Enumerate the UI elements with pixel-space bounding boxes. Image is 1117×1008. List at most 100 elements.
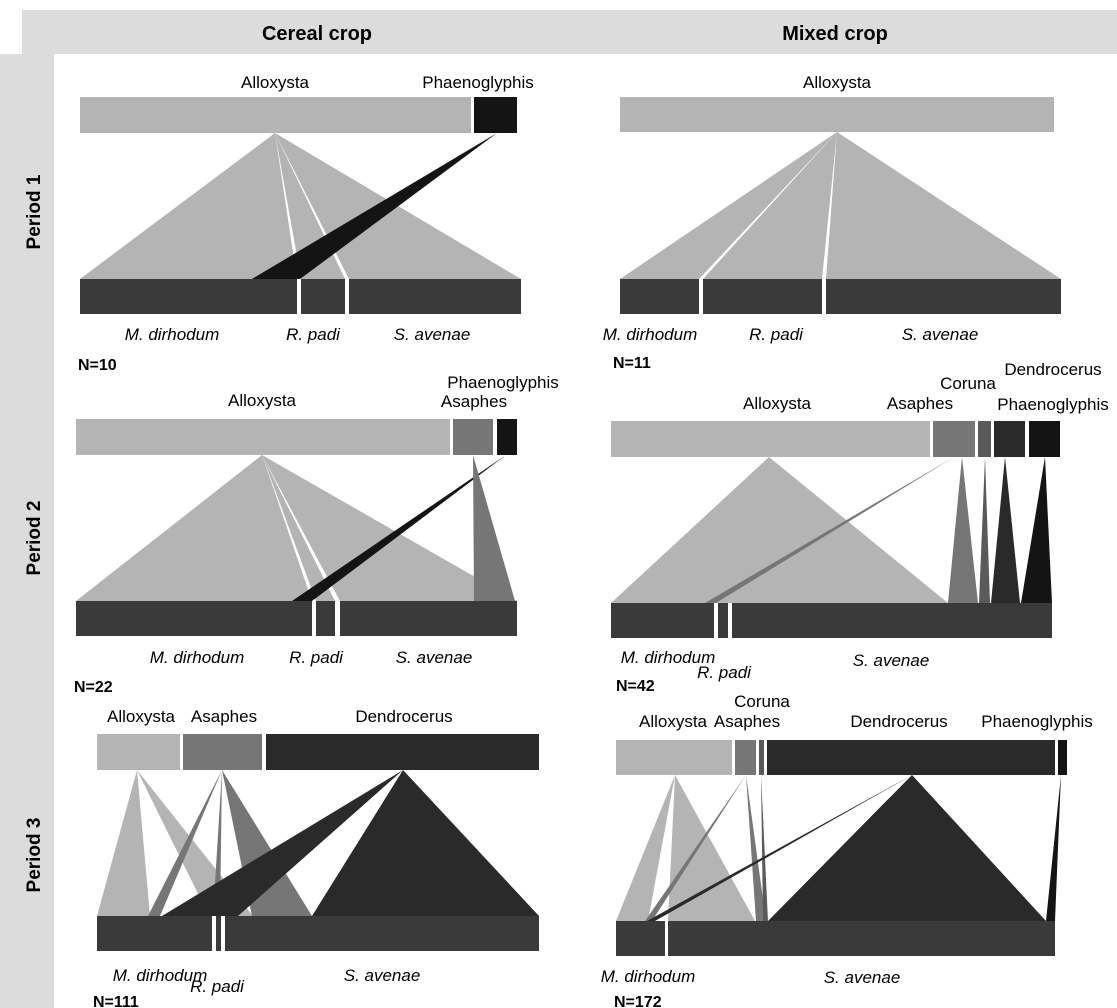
parasitoid-bar-phaenoglyphis	[474, 97, 517, 133]
aphid-bar-s-avenae	[225, 916, 539, 951]
aphid-bar-m-dirhodum	[611, 603, 714, 638]
aphid-label-m-dirhodum: M. dirhodum	[621, 648, 715, 667]
link-alloxysta-to-m-dirhodum	[97, 770, 150, 916]
sample-size-label: N=172	[614, 994, 662, 1008]
parasitoid-bar-alloxysta	[97, 734, 180, 770]
aphid-bar-m-dirhodum	[620, 279, 699, 314]
row-title-period-2: Period 2	[24, 501, 45, 576]
parasitoid-bar-asaphes	[453, 419, 493, 455]
parasitoid-bar-asaphes	[933, 421, 975, 457]
aphid-label-m-dirhodum: M. dirhodum	[603, 325, 697, 344]
parasitoid-bar-phaenoglyphis	[1029, 421, 1060, 457]
row-title-period-3: Period 3	[24, 818, 45, 893]
parasitoid-label-asaphes: Asaphes	[887, 394, 953, 413]
link-asaphes-to-r-padi	[213, 770, 222, 916]
parasitoid-bar-asaphes	[735, 740, 756, 775]
link-alloxysta-to-m-dirhodum	[611, 457, 948, 603]
sample-size-label: N=10	[78, 357, 117, 374]
link-asaphes-to-m-dirhodum	[148, 770, 222, 916]
aphid-label-s-avenae: S. avenae	[902, 325, 979, 344]
link-alloxysta-to-s-avenae	[826, 132, 1061, 279]
parasitoid-label-alloxysta: Alloxysta	[107, 707, 176, 726]
aphid-bar-s-avenae	[349, 279, 521, 314]
link-alloxysta-to-r-padi	[262, 455, 335, 601]
aphid-label-r-padi: R. padi	[286, 325, 341, 344]
parasitoid-label-dendrocerus: Dendrocerus	[850, 712, 947, 731]
link-alloxysta-to-s-avenae	[668, 775, 755, 921]
sample-size-label: N=42	[616, 678, 655, 695]
parasitoid-bar-phaenoglyphis	[497, 419, 517, 455]
parasitoid-bar-alloxysta	[620, 97, 1054, 132]
parasitoid-label-phaenoglyphis: Phaenoglyphis	[997, 395, 1109, 414]
link-dendrocerus-to-m-dirhodum	[647, 775, 912, 921]
link-alloxysta-to-r-padi	[718, 457, 769, 603]
link-coruna-to-s-avenae	[761, 775, 768, 921]
aphid-label-s-avenae: S. avenae	[396, 648, 473, 667]
parasitoid-bar-phaenoglyphis	[1058, 740, 1067, 775]
link-dendrocerus-to-s-avenae	[312, 770, 539, 916]
parasitoid-label-alloxysta: Alloxysta	[743, 394, 812, 413]
link-coruna-to-s-avenae	[979, 457, 990, 603]
aphid-label-m-dirhodum: M. dirhodum	[150, 648, 244, 667]
link-alloxysta-to-m-dirhodum	[620, 132, 837, 279]
parasitoid-label-phaenoglyphis: Phaenoglyphis	[447, 373, 559, 392]
sample-size-label: N=11	[613, 355, 651, 372]
parasitoid-bar-coruna	[978, 421, 991, 457]
link-alloxysta-to-m-dirhodum	[76, 455, 312, 601]
aphid-label-r-padi: R. padi	[289, 648, 344, 667]
parasitoid-bar-alloxysta	[616, 740, 732, 775]
parasitoid-label-alloxysta: Alloxysta	[241, 73, 310, 92]
header-corner	[0, 10, 22, 54]
link-alloxysta-to-s-avenae	[262, 455, 517, 601]
parasitoid-label-asaphes: Asaphes	[441, 392, 507, 411]
aphid-bar-r-padi	[718, 603, 728, 638]
link-alloxysta-to-m-dirhodum	[80, 133, 297, 279]
parasitoid-bar-dendrocerus	[767, 740, 1055, 775]
aphid-label-s-avenae: S. avenae	[394, 325, 471, 344]
parasitoid-bar-alloxysta	[611, 421, 930, 457]
aphid-bar-s-avenae	[826, 279, 1061, 314]
header-corner-wedge	[22, 10, 54, 54]
column-header-band	[22, 10, 1117, 54]
parasitoid-bar-alloxysta	[76, 419, 450, 455]
parasitoid-label-alloxysta: Alloxysta	[639, 712, 708, 731]
panel-cereal-crop-period-1: Alloxysta Phaenoglyphis M. dirhodum R. padi…	[78, 73, 534, 374]
aphid-bar-s-avenae	[732, 603, 1052, 638]
aphid-bar-s-avenae	[340, 601, 517, 636]
link-alloxysta-to-r-padi	[703, 132, 837, 279]
parasitoid-label-asaphes: Asaphes	[714, 712, 780, 731]
link-alloxysta-to-s-avenae	[732, 457, 769, 603]
row-title-period-1: Period 1	[24, 174, 45, 249]
column-title-mixed: Mixed crop	[782, 23, 888, 45]
aphid-bar-r-padi	[316, 601, 335, 636]
row-header-band	[0, 10, 54, 1008]
link-asaphes-to-m-dirhodum	[645, 775, 746, 921]
aphid-bar-m-dirhodum	[80, 279, 297, 314]
aphid-bar-r-padi	[703, 279, 822, 314]
parasitoid-label-alloxysta: Alloxysta	[228, 391, 297, 410]
link-asaphes-to-s-avenae	[746, 775, 766, 921]
aphid-bar-m-dirhodum	[97, 916, 212, 951]
parasitoid-bar-coruna	[759, 740, 764, 775]
panel-cereal-crop-period-3: Alloxysta Asaphes Dendrocerus M. dirhodumR.…	[93, 707, 539, 1008]
link-phaenoglyphis-to-m-dirhodum	[252, 133, 497, 279]
parasitoid-label-phaenoglyphis: Phaenoglyphis	[422, 73, 534, 92]
parasitoid-bar-alloxysta	[80, 97, 471, 133]
link-dendrocerus-to-s-avenae	[991, 457, 1020, 603]
link-asaphes-to-s-avenae	[473, 455, 515, 601]
aphid-bar-s-avenae	[668, 921, 1055, 956]
link-dendrocerus-to-m-dirhodum	[162, 770, 403, 916]
parasitoid-label-dendrocerus: Dendrocerus	[355, 707, 452, 726]
aphid-label-m-dirhodum: M. dirhodum	[601, 967, 695, 986]
parasitoid-label-phaenoglyphis: Phaenoglyphis	[981, 712, 1093, 731]
aphid-label-s-avenae: S. avenae	[853, 651, 930, 670]
parasitoid-label-alloxysta: Alloxysta	[803, 73, 872, 92]
aphid-label-r-padi: R. padi	[749, 325, 804, 344]
aphid-label-s-avenae: S. avenae	[344, 966, 421, 985]
aphid-label-r-padi: R. padi	[697, 663, 752, 682]
link-dendrocerus-to-s-avenae	[768, 775, 1046, 921]
aphid-label-m-dirhodum: M. dirhodum	[113, 966, 207, 985]
